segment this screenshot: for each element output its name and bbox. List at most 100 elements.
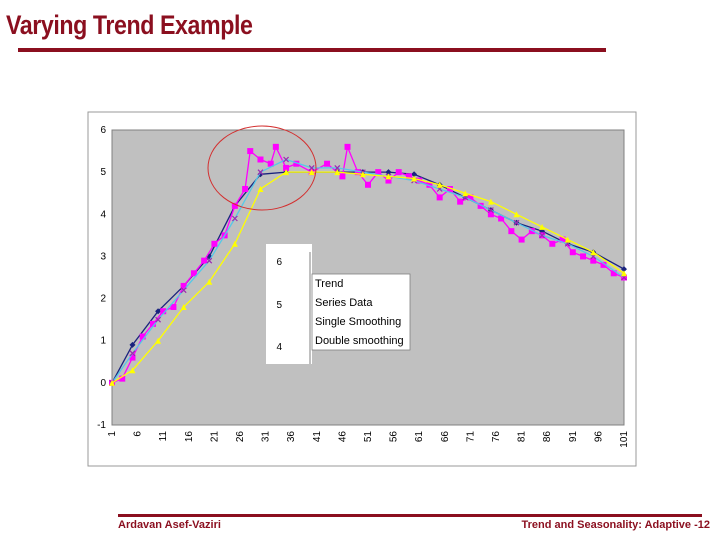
trend-point — [129, 341, 136, 348]
footer-author: Ardavan Asef-Vaziri — [118, 519, 221, 531]
series-data-point — [365, 181, 371, 188]
double-smoothing-point — [283, 169, 290, 176]
legend-axis-tick: 4 — [276, 342, 282, 353]
title-rule — [18, 48, 606, 52]
series-data-point — [385, 177, 392, 184]
single-smoothing-point — [308, 165, 315, 171]
series-data-point — [549, 240, 556, 247]
single-smoothing-point — [155, 316, 162, 323]
trend-point — [411, 171, 418, 178]
series-data-point — [375, 169, 382, 176]
trend-point — [155, 308, 162, 315]
double-smoothing-point — [539, 223, 546, 230]
series-data-point — [257, 156, 264, 163]
legend-box — [311, 273, 411, 351]
series-data-point — [487, 211, 494, 218]
x-tick-label: 61 — [414, 431, 425, 443]
slide-title: Varying Trend Example — [6, 10, 253, 40]
double-smoothing-point — [180, 304, 187, 310]
series-data-point — [170, 304, 177, 310]
series-data-point — [600, 261, 607, 268]
x-tick-label: 101 — [619, 431, 630, 448]
x-tick-label: 66 — [440, 431, 451, 443]
single-smoothing-point — [180, 287, 187, 294]
x-tick-label: 16 — [184, 431, 195, 443]
series-data-point — [457, 198, 464, 205]
series-data-point — [180, 282, 187, 289]
x-tick-label: 41 — [312, 431, 323, 443]
y-tick-label: 1 — [100, 336, 106, 347]
double-smoothing-point — [436, 181, 443, 188]
double-smoothing-point — [621, 270, 627, 277]
y-tick-label: -1 — [97, 420, 106, 431]
series-data-point — [160, 308, 167, 315]
x-tick-label: 76 — [491, 431, 502, 443]
legend-entry: Double smoothing — [315, 335, 404, 347]
series-data-point — [518, 236, 525, 243]
series-double-smoothing — [109, 169, 627, 386]
series-data-point — [247, 148, 254, 155]
series-data-point — [149, 320, 156, 327]
series-data-point — [324, 160, 331, 167]
x-tick-label: 51 — [363, 431, 374, 443]
x-tick-label: 1 — [107, 431, 118, 437]
series-data-point — [231, 202, 238, 209]
double-smoothing-point — [513, 211, 520, 218]
series-data-point — [508, 228, 515, 235]
series-data-point — [201, 257, 208, 264]
x-tick-label: 46 — [337, 431, 348, 443]
trend-point — [621, 266, 627, 273]
trend-point — [385, 169, 392, 176]
single-smoothing-point — [539, 232, 546, 239]
series-data-point — [129, 354, 136, 361]
series-data-point — [283, 164, 290, 171]
x-tick-label: 31 — [261, 431, 272, 443]
series-data-point — [293, 160, 300, 167]
x-tick-label: 11 — [158, 431, 169, 442]
series-data-point — [211, 240, 218, 247]
double-smoothing-point — [411, 175, 418, 182]
series-data-point — [119, 375, 126, 382]
double-smoothing-point — [257, 186, 264, 192]
double-smoothing-point — [564, 236, 571, 243]
series-data-point — [446, 186, 453, 192]
single-smoothing-point — [257, 169, 264, 176]
legend-axis-tick: 5 — [276, 300, 282, 311]
series-data-point — [569, 249, 576, 256]
double-smoothing-point — [359, 171, 366, 178]
series-data-point — [395, 169, 402, 176]
y-tick-label: 4 — [100, 209, 106, 220]
double-smoothing-point — [462, 190, 469, 197]
double-smoothing-point — [129, 367, 136, 374]
x-tick-label: 26 — [235, 431, 246, 443]
series-data-point — [477, 202, 484, 209]
highlight-ellipse — [207, 125, 317, 211]
series-data-point — [416, 177, 423, 184]
x-tick-label: 36 — [286, 431, 297, 443]
y-tick-label: 0 — [100, 378, 106, 389]
double-smoothing-point — [487, 198, 494, 205]
double-smoothing-point — [308, 169, 315, 176]
y-tick-label: 2 — [100, 294, 106, 305]
legend-entry: Single Smoothing — [315, 316, 401, 328]
x-tick-label: 21 — [209, 431, 220, 443]
series-data-point — [139, 333, 146, 340]
legend-entry: Trend — [315, 278, 343, 290]
double-smoothing-point — [206, 278, 213, 285]
series-data-point — [580, 253, 587, 260]
series-data-point — [339, 173, 346, 180]
series-data-point — [405, 173, 412, 180]
series-series-data — [109, 143, 627, 386]
single-smoothing-point — [487, 207, 494, 213]
legend-mini-axis — [266, 244, 312, 364]
legend-entry: Series Data — [315, 297, 373, 309]
double-smoothing-point — [109, 379, 115, 386]
x-tick-label: 56 — [389, 431, 400, 443]
series-data-point — [436, 194, 443, 201]
y-tick-label: 5 — [100, 167, 106, 178]
single-smoothing-point — [129, 350, 136, 357]
x-tick-label: 81 — [517, 431, 528, 443]
series-data-point — [498, 215, 505, 222]
single-smoothing-point — [231, 215, 238, 222]
